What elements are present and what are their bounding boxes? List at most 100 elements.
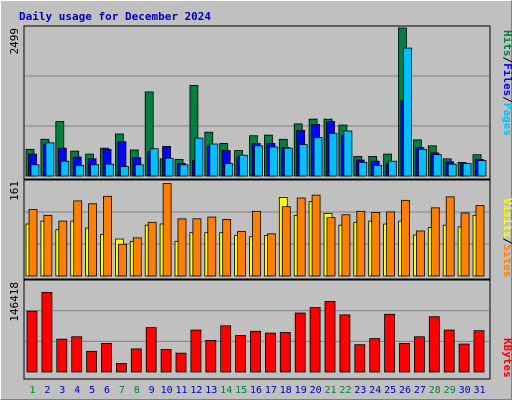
pages-bar [358, 161, 368, 177]
sites-bar [371, 212, 381, 277]
kbytes-bar [160, 349, 172, 373]
sites-bar [386, 211, 396, 277]
pages-bar [403, 47, 412, 177]
panel-kbytes [23, 279, 491, 380]
x-tick-label: 11 [175, 385, 187, 396]
x-tick-label: 1 [29, 385, 35, 396]
pages-bar [462, 163, 472, 177]
sites-bar [460, 212, 470, 277]
x-tick-label: 26 [399, 385, 411, 396]
x-tick-label: 15 [235, 385, 247, 396]
kbytes-bar [264, 332, 276, 373]
pages-bar [45, 142, 55, 177]
pages-bar [313, 137, 323, 177]
kbytes-bar [324, 301, 336, 373]
pages-bar [224, 163, 234, 177]
kbytes-bar [384, 313, 396, 373]
pages-bar [60, 160, 70, 177]
pages-bar [75, 164, 85, 177]
x-tick-label: 12 [190, 385, 202, 396]
panel-mid-bars [25, 183, 485, 277]
kbytes-bar [250, 330, 261, 373]
pages-bar [298, 144, 308, 177]
kbytes-bar [369, 338, 381, 373]
x-tick-label: 3 [59, 385, 65, 396]
sites-bar [73, 200, 83, 277]
legend-files: Files [501, 63, 512, 96]
kbytes-bar [190, 329, 202, 373]
kbytes-bar [56, 338, 68, 373]
pages-bar [194, 137, 204, 177]
x-tick-label: 22 [339, 385, 351, 396]
x-tick-label: 17 [265, 385, 277, 396]
pages-bar [417, 148, 427, 177]
sites-bar [296, 197, 306, 277]
kbytes-bar [116, 363, 127, 373]
kbytes-bar [458, 343, 470, 373]
x-tick-label: 18 [280, 385, 292, 396]
x-tick-label: 31 [473, 385, 485, 396]
pages-bar [432, 154, 442, 177]
pages-bar [447, 163, 457, 177]
x-tick-label: 23 [354, 385, 366, 396]
pages-bar [328, 132, 338, 177]
x-tick-label: 16 [250, 385, 262, 396]
sites-bar [311, 194, 321, 277]
kbytes-bar [413, 336, 425, 373]
kbytes-bar [205, 339, 217, 373]
kbytes-bar [309, 307, 321, 373]
x-tick-label: 20 [310, 385, 322, 396]
x-tick-label: 2 [44, 385, 50, 396]
bottom-ymax-label: 146418 [8, 282, 21, 322]
sites-bar [266, 233, 276, 277]
pages-bar [373, 164, 383, 177]
panel-bottom-bars [26, 291, 485, 373]
legend-sep: / [501, 57, 512, 64]
kbytes-bar [235, 335, 247, 373]
sites-bar [132, 237, 142, 277]
kbytes-bar [101, 343, 112, 373]
x-tick-label: 7 [119, 385, 125, 396]
x-axis-labels: 1 2 3 4 5 6 7 8 9 10 11 12 13 14 15 16 17 18 19 20 21 22 23 24 2… [29, 385, 485, 396]
sites-bar [162, 183, 172, 277]
sites-bar [147, 221, 157, 277]
legend-hits-files-pages: Hits/Files/Pages [501, 30, 512, 136]
pages-bar [239, 154, 249, 177]
pages-bar [164, 157, 174, 177]
panel-hits-files-pages [23, 25, 491, 180]
pages-bar [209, 143, 219, 177]
kbytes-bar [26, 310, 38, 373]
sites-bar [252, 210, 261, 277]
kbytes-bar [175, 352, 187, 373]
x-tick-label: 5 [89, 385, 95, 396]
x-tick-label: 21 [324, 385, 336, 396]
sites-bar [430, 207, 440, 277]
pages-bar [343, 130, 353, 177]
sites-bar [177, 218, 187, 277]
chart-title: Daily usage for December 2024 [19, 10, 211, 23]
kbytes-bar [145, 327, 157, 373]
kbytes-bar [428, 316, 440, 373]
x-tick-label: 30 [459, 385, 471, 396]
x-tick-label: 10 [161, 385, 173, 396]
pages-bar [134, 164, 144, 177]
kbytes-bar [86, 350, 97, 373]
sites-bar [103, 195, 112, 277]
sites-bar [356, 210, 366, 277]
x-tick-label: 9 [149, 385, 155, 396]
legend-hits: Hits [501, 30, 512, 57]
sites-bar [58, 220, 68, 277]
kbytes-bar [443, 329, 455, 373]
pages-bar [90, 164, 99, 177]
sites-bar [326, 217, 336, 277]
x-tick-label: 4 [74, 385, 80, 396]
sites-bar [207, 216, 217, 277]
x-tick-label: 13 [205, 385, 217, 396]
legend-sep: / [501, 96, 512, 103]
x-tick-label: 14 [220, 385, 232, 396]
pages-bar [105, 163, 114, 177]
kbytes-bar [41, 291, 53, 373]
x-tick-label: 25 [384, 385, 396, 396]
kbytes-bar [399, 343, 410, 373]
